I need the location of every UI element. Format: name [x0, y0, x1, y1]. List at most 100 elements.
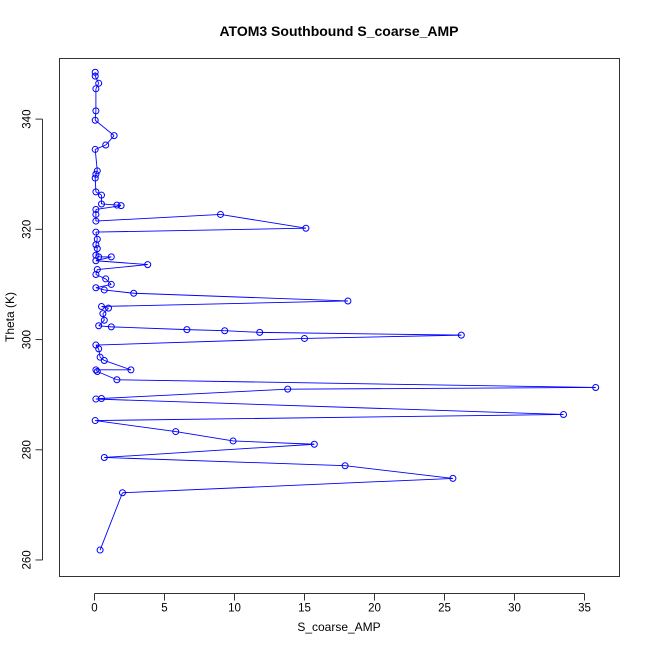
series-segment: [98, 325, 112, 328]
data-point: [113, 376, 121, 384]
data-point: [91, 68, 99, 76]
data-point: [284, 385, 292, 393]
data-point: [98, 302, 105, 310]
series-segment: [224, 330, 260, 333]
y-tick-label: 260: [22, 550, 34, 569]
series-segment: [95, 369, 98, 372]
series-segment: [94, 119, 115, 136]
series-segment: [259, 331, 462, 336]
data-point: [92, 205, 100, 213]
data-point: [93, 266, 101, 274]
series-segment: [95, 231, 98, 240]
x-tick-label: 25: [438, 603, 451, 615]
data-point: [113, 201, 121, 209]
series-segment: [233, 440, 315, 445]
data-point: [99, 310, 107, 318]
series-segment: [186, 329, 225, 332]
data-point: [130, 289, 138, 297]
series-segment: [95, 414, 564, 421]
data-point: [91, 417, 99, 425]
series-segment: [95, 420, 176, 433]
data-point: [95, 79, 103, 87]
data-point: [229, 437, 237, 445]
x-tick-label: 5: [161, 603, 167, 615]
x-tick-label: 20: [368, 603, 381, 615]
series-segment: [105, 135, 115, 146]
data-point: [183, 326, 191, 334]
data-point: [107, 323, 115, 331]
data-point: [105, 304, 112, 312]
series-segment: [94, 178, 97, 192]
x-tick-label: 30: [508, 603, 521, 615]
y-axis-label: Theta (K): [3, 292, 17, 342]
series-segment: [101, 203, 117, 206]
series-segment: [304, 334, 462, 339]
data-point: [95, 322, 103, 330]
data-point: [92, 188, 100, 196]
data-point: [117, 202, 125, 210]
data-point: [92, 366, 100, 374]
data-point: [91, 116, 99, 124]
series-segment: [122, 477, 453, 494]
data-point: [93, 167, 101, 175]
series-segment: [95, 344, 100, 350]
data-point: [449, 474, 457, 482]
data-point: [92, 271, 100, 279]
data-point: [100, 286, 108, 294]
series-segment: [104, 443, 315, 458]
series-segment: [101, 300, 348, 307]
x-axis-label: S_coarse_AMP: [297, 620, 380, 634]
data-point: [560, 410, 567, 418]
data-point: [301, 334, 308, 342]
data-point: [92, 284, 100, 292]
data-point: [310, 440, 318, 448]
series-segment: [98, 348, 101, 358]
series-segment: [95, 274, 106, 280]
series-segment: [95, 144, 106, 150]
data-point: [92, 217, 100, 225]
data-point: [102, 141, 110, 149]
data-point: [221, 327, 229, 335]
plot-frame: [59, 58, 620, 577]
y-tick-label: 300: [22, 330, 34, 349]
data-point: [93, 245, 101, 253]
data-point: [127, 366, 135, 374]
series-segment: [116, 379, 596, 388]
series-segment: [95, 214, 221, 222]
data-point: [341, 462, 349, 470]
data-point: [92, 228, 100, 236]
data-point: [92, 85, 100, 93]
data-point: [107, 280, 115, 288]
data-point: [100, 316, 108, 324]
series-segment: [95, 260, 148, 266]
data-point: [92, 257, 100, 265]
series-segment: [104, 289, 134, 294]
series-segment: [94, 75, 100, 84]
series-segment: [97, 264, 148, 271]
series-segment: [175, 431, 234, 442]
data-point: [92, 210, 100, 218]
data-point: [217, 210, 224, 218]
series-segment: [102, 307, 109, 314]
data-point: [96, 546, 104, 554]
data-point: [100, 356, 108, 364]
series-segment: [94, 110, 97, 121]
series-segment: [101, 388, 288, 399]
data-point: [92, 170, 100, 178]
series-segment: [104, 360, 132, 371]
series-segment: [95, 398, 564, 415]
data-point: [98, 200, 105, 208]
data-point: [100, 453, 108, 461]
data-point: [107, 253, 115, 261]
series-segment: [287, 387, 596, 390]
y-tick-label: 320: [22, 220, 34, 239]
data-point: [302, 224, 310, 232]
data-point: [110, 132, 118, 140]
x-tick-label: 15: [298, 603, 311, 615]
series-segment: [133, 292, 348, 302]
series-segment: [99, 492, 123, 551]
data-point: [96, 353, 104, 361]
data-point: [91, 72, 99, 80]
data-point: [93, 368, 101, 376]
